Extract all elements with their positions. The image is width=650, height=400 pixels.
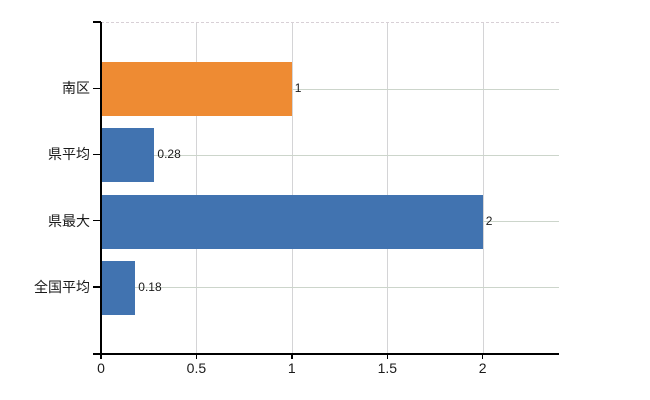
value-label: 0.18 [138,279,162,294]
category-label: 県平均 [48,146,90,163]
bar[interactable] [101,194,483,249]
y-axis-tick [93,153,101,156]
vertical-gridline [387,23,389,353]
bar[interactable] [101,260,136,315]
y-axis-tick [93,286,101,288]
x-tick-label: 1.5 [377,360,398,376]
x-tick-label: 0.5 [186,360,207,376]
bar[interactable] [101,128,155,183]
x-tick-label: 0 [97,360,105,376]
vertical-gridline [291,23,293,353]
vertical-gridline [482,23,484,353]
x-tick-label: 2 [478,360,487,376]
horizontal-gridline [101,287,559,289]
x-axis-tick [481,354,484,359]
value-label: 0.28 [157,147,181,162]
y-axis-tick [93,219,101,222]
y-axis-line [100,22,102,358]
x-axis-tick [100,354,102,359]
x-axis-line [93,353,559,355]
horizontal-gridline [101,154,559,156]
category-label: 全国平均 [34,278,90,295]
x-tick-label: 1 [287,360,296,376]
value-label: 2 [485,213,493,228]
vertical-gridline [196,23,198,353]
x-axis-tick [291,354,293,359]
bar[interactable] [101,62,292,117]
plot-area [101,22,559,353]
category-label: 県最大 [48,212,90,229]
category-label: 南区 [62,80,90,97]
y-axis-tick [93,87,101,89]
x-axis-tick [386,354,388,359]
x-axis-tick [195,354,198,359]
value-label: 1 [294,81,302,96]
y-axis-top-tick [93,21,101,23]
horizontal-gridline [101,88,559,90]
